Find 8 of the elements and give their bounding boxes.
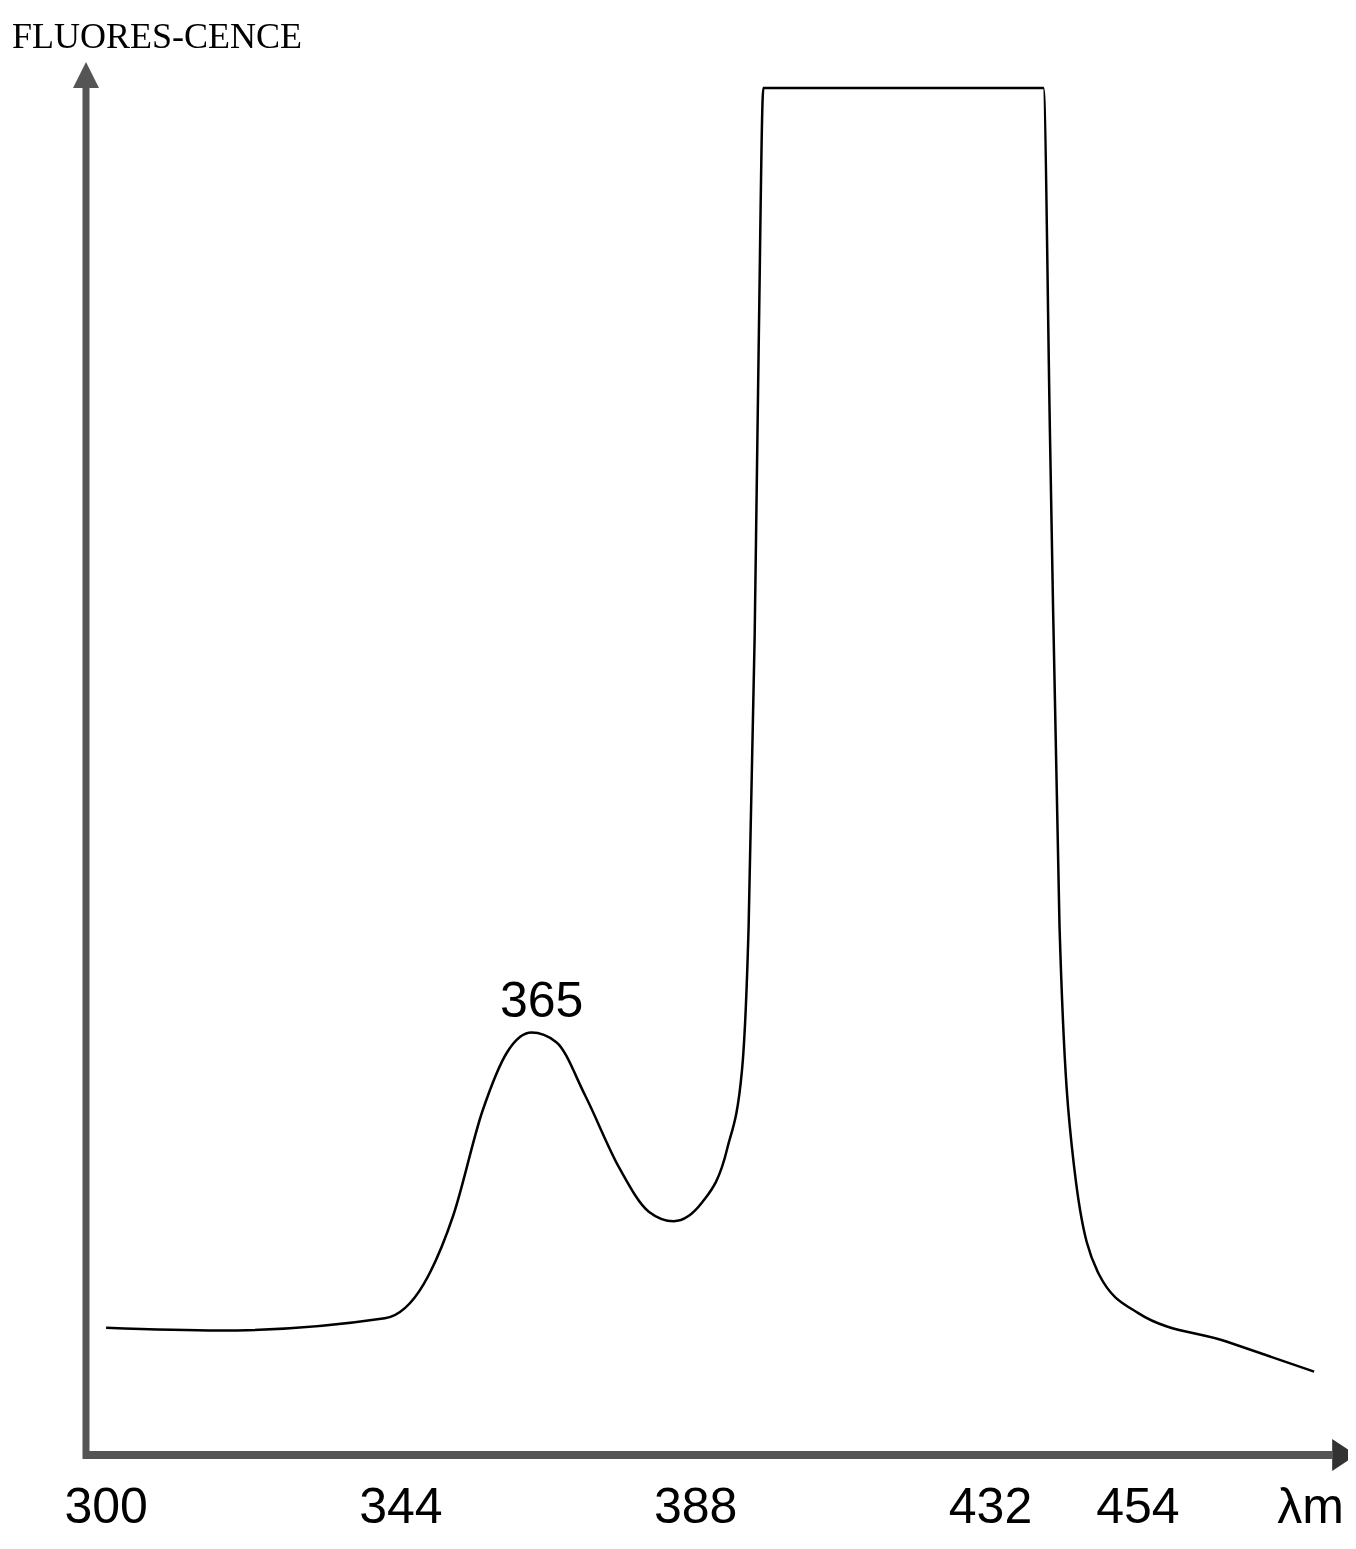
x-tick-label: 388 — [653, 1478, 738, 1534]
x-tick-label: 300 — [64, 1478, 148, 1534]
x-axis-title: λm — [1277, 1478, 1344, 1534]
y-axis-title: FLUORES-CENCE — [12, 16, 303, 56]
x-tick-label: 432 — [948, 1478, 1033, 1534]
x-tick-label: 344 — [359, 1478, 443, 1534]
annotation: 365 — [499, 971, 584, 1028]
x-tick-label: 454 — [1096, 1478, 1180, 1534]
